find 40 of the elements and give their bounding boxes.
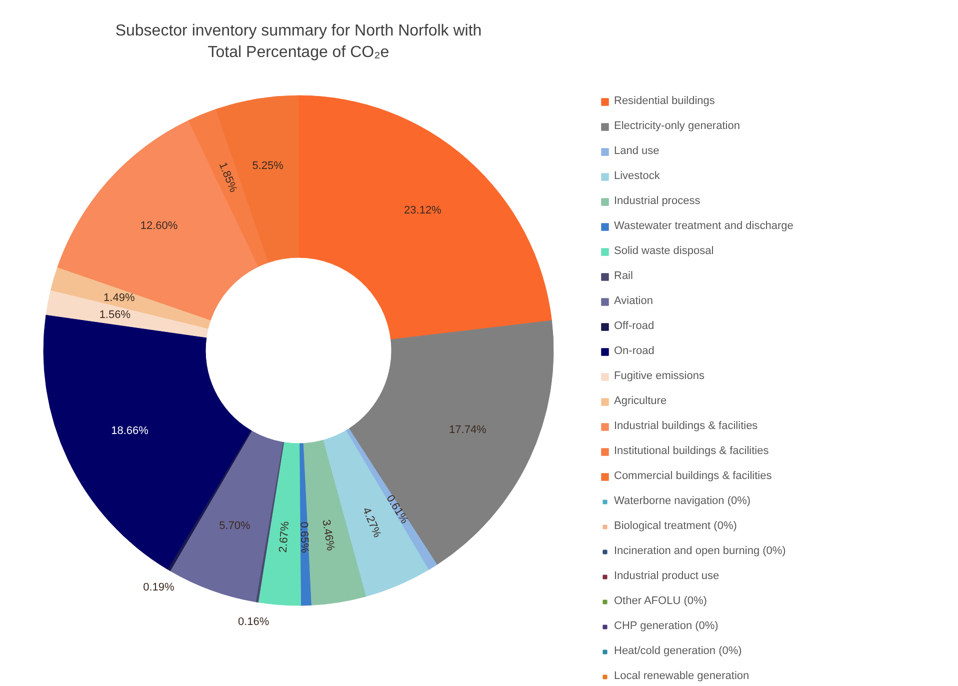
- data-label: 4.27%: [360, 506, 384, 540]
- legend-label: Wastewater treatment and discharge: [614, 219, 794, 234]
- data-label: 1.56%: [99, 309, 131, 322]
- data-label: 2.67%: [277, 520, 292, 553]
- data-label: 0.16%: [238, 616, 270, 628]
- legend-label: Industrial product use: [614, 569, 720, 584]
- legend-label: Local renewable generation: [614, 669, 750, 684]
- legend-label: Waterborne navigation (0%): [614, 494, 751, 509]
- legend-label: Industrial process: [614, 194, 700, 209]
- legend-label: Livestock: [614, 169, 660, 184]
- legend-label: Electricity-only generation: [614, 119, 740, 134]
- legend-label: CHP generation (0%): [614, 619, 718, 634]
- legend-label: Agriculture: [614, 394, 667, 409]
- legend-label: Rail: [614, 269, 634, 284]
- data-label: 0.19%: [143, 581, 175, 594]
- data-label: 23.12%: [404, 204, 442, 217]
- legend-label: Off-road: [614, 319, 654, 334]
- legend-label: Commercial buildings & facilities: [614, 469, 772, 484]
- legend-label: Other AFOLU (0%): [614, 594, 707, 609]
- data-label: 1.85%: [216, 160, 240, 194]
- data-label: 5.70%: [219, 520, 251, 532]
- data-label: 5.25%: [252, 160, 284, 172]
- legend-label: Residential buildings: [614, 94, 715, 109]
- data-label: 18.66%: [111, 425, 149, 438]
- data-label: 12.60%: [140, 220, 178, 232]
- data-label: 17.74%: [449, 424, 487, 436]
- legend-label: Incineration and open burning (0%): [614, 544, 786, 559]
- legend-label: Biological treatment (0%): [614, 519, 737, 534]
- data-label: 1.49%: [104, 292, 135, 304]
- legend-label: Institutional buildings & facilities: [614, 444, 769, 459]
- legend-label: On-road: [614, 344, 654, 359]
- data-label: 0.65%: [298, 522, 310, 554]
- legend-label: Fugitive emissions: [614, 369, 704, 384]
- legend-label: Industrial buildings & facilities: [614, 419, 758, 434]
- legend-label: Heat/cold generation (0%): [614, 644, 742, 659]
- legend-label: Aviation: [614, 294, 653, 309]
- chart-title: Subsector inventory summary for North Norfolk with Total Percentage of CO₂e: [115, 22, 482, 61]
- data-label: 3.46%: [320, 518, 336, 552]
- legend-label: Solid waste disposal: [614, 244, 714, 259]
- legend-label: Land use: [614, 144, 660, 159]
